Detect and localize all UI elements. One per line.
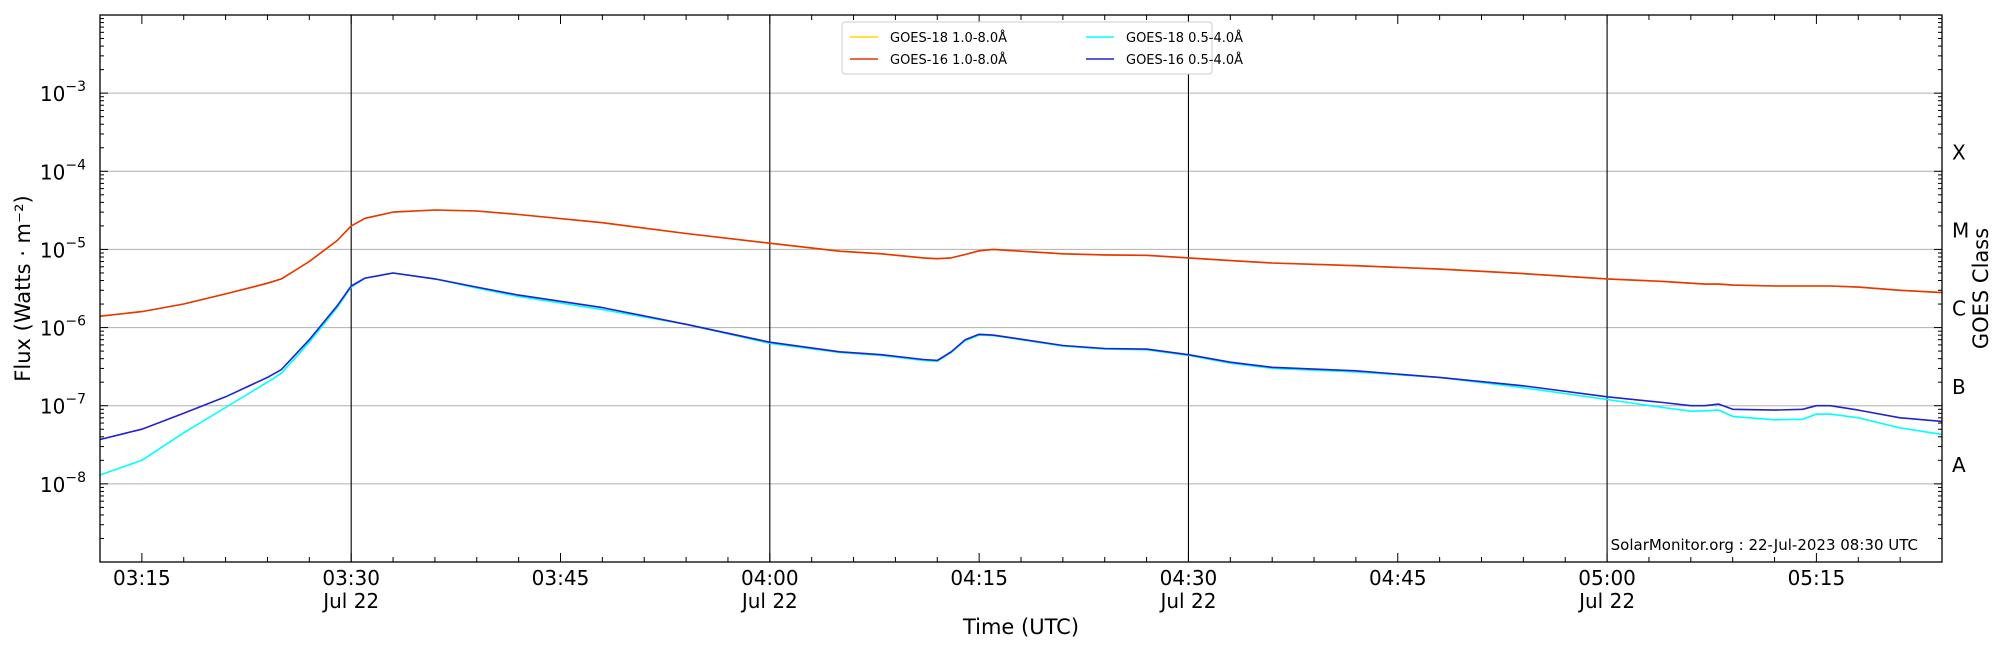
series-line-4 bbox=[99, 272, 1943, 441]
y-axis-title: Flux (Watts · m⁻²) bbox=[11, 195, 35, 381]
x-tick-sublabel: Jul 22 bbox=[321, 589, 379, 613]
y-tick-label: 10−4 bbox=[40, 157, 86, 184]
x-tick-sublabel: Jul 22 bbox=[1577, 589, 1635, 613]
legend-label: GOES-16 0.5-4.0Å bbox=[1126, 52, 1243, 68]
vertical-lines-layer bbox=[350, 15, 1608, 562]
goes-class-label: X bbox=[1952, 140, 1966, 164]
x-tick-label: 04:45 bbox=[1369, 566, 1427, 590]
y-tick-label: 10−5 bbox=[40, 235, 86, 262]
goes-class-label: M bbox=[1952, 218, 1969, 242]
x-tick-label: 05:00 bbox=[1578, 566, 1636, 590]
series-layer bbox=[99, 209, 1943, 476]
tick-layer bbox=[99, 15, 1943, 563]
goes-class-label: A bbox=[1952, 453, 1966, 477]
x-axis-title: Time (UTC) bbox=[962, 615, 1079, 639]
y-tick-label: 10−6 bbox=[40, 314, 86, 341]
x-tick-sublabel: Jul 22 bbox=[740, 589, 798, 613]
x-tick-label: 03:15 bbox=[113, 566, 171, 590]
x-tick-label: 03:45 bbox=[532, 566, 590, 590]
plot-frame bbox=[99, 14, 1943, 563]
legend-label: GOES-16 1.0-8.0Å bbox=[890, 52, 1007, 68]
x-tick-sublabel: Jul 22 bbox=[1158, 589, 1216, 613]
goes-class-label: C bbox=[1952, 297, 1966, 321]
y-tick-label: 10−7 bbox=[40, 392, 86, 419]
y-tick-label: 10−3 bbox=[40, 79, 86, 106]
series-line-1 bbox=[99, 209, 1943, 317]
series-line-3 bbox=[99, 272, 1943, 476]
series-line-2 bbox=[99, 209, 1943, 317]
grid-layer bbox=[100, 92, 1942, 485]
x-tick-label: 05:15 bbox=[1788, 566, 1846, 590]
y-tick-label: 10−8 bbox=[40, 470, 86, 497]
x-tick-label: 04:00 bbox=[741, 566, 799, 590]
x-tick-label: 03:30 bbox=[322, 566, 380, 590]
legend-label: GOES-18 0.5-4.0Å bbox=[1126, 30, 1243, 46]
x-tick-label: 04:30 bbox=[1160, 566, 1218, 590]
x-tick-label: 04:15 bbox=[950, 566, 1008, 590]
legend: GOES-18 1.0-8.0Å GOES-16 1.0-8.0Å GOES-18 … bbox=[841, 21, 1243, 75]
legend-label: GOES-18 1.0-8.0Å bbox=[890, 30, 1007, 46]
goes-class-label: B bbox=[1952, 375, 1966, 399]
legend-box bbox=[841, 21, 1213, 75]
credit-text: SolarMonitor.org : 22-Jul-2023 08:30 UTC bbox=[1611, 536, 1918, 554]
goes-class-axis-title: GOES Class bbox=[1969, 228, 1993, 349]
